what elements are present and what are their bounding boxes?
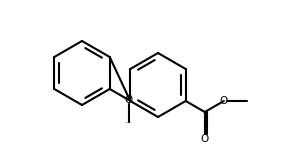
Text: methoxy: methoxy (126, 121, 132, 123)
Text: O: O (125, 95, 133, 105)
Text: O: O (220, 96, 228, 106)
Text: O: O (201, 134, 209, 144)
